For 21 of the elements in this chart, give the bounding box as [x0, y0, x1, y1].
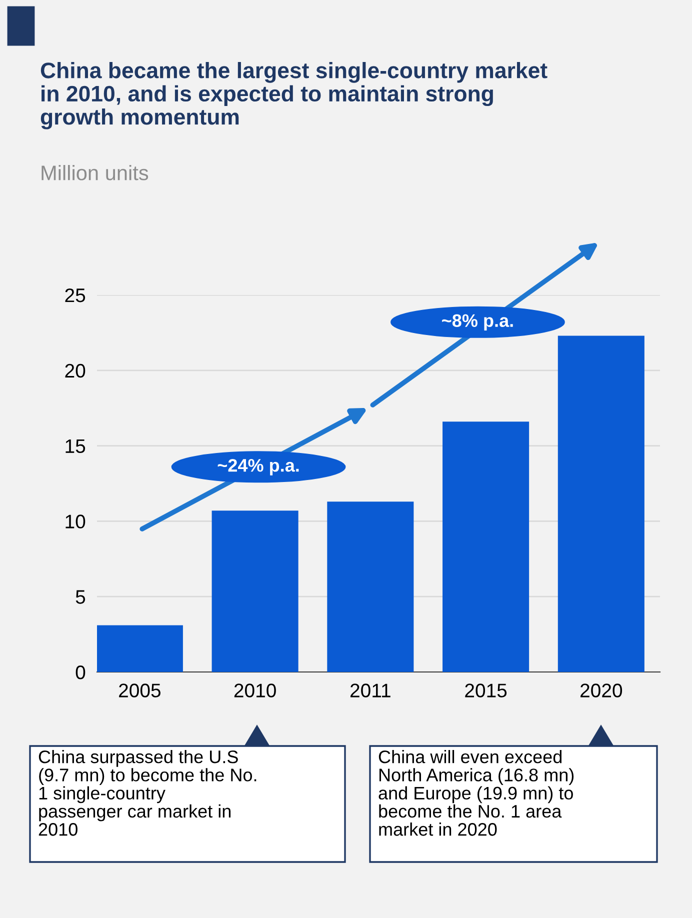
y-tick-label: 20 — [65, 364, 86, 378]
bar — [97, 625, 183, 672]
x-tick-label: 2005 — [119, 684, 160, 698]
y-tick-label: 0 — [76, 665, 86, 680]
text: China surpassed the U.S (9.7 mn) to become the No. 1 single-country passenger car market in 2010 — [38, 750, 256, 836]
x-tick-label: 2020 — [580, 684, 622, 698]
bar — [442, 422, 530, 672]
bar — [327, 502, 414, 672]
y-tick-label: 15 — [66, 439, 86, 454]
annotation: ~8% p.a. — [442, 314, 513, 331]
y-tick-label: 5 — [76, 590, 86, 604]
x-tick-label: 2011 — [350, 684, 390, 698]
chart-subtitle: Million units — [42, 165, 148, 180]
y-tick-label: 10 — [66, 514, 86, 528]
chart-title: China became the largest single-country market in 2010, and is expected to maintain strong growth momentum — [40, 62, 548, 130]
x-tick-label: 2010 — [234, 684, 276, 698]
bar — [558, 336, 644, 672]
y-tick-label: 25 — [65, 288, 86, 302]
x-tick-label: 2015 — [465, 684, 507, 698]
annotation: ~24% p.a. — [218, 458, 299, 476]
text: China will even exceed North America (16.8 mn) and Europe (19.9 mn) to become the No. 1 area market in 2020 — [378, 750, 574, 836]
